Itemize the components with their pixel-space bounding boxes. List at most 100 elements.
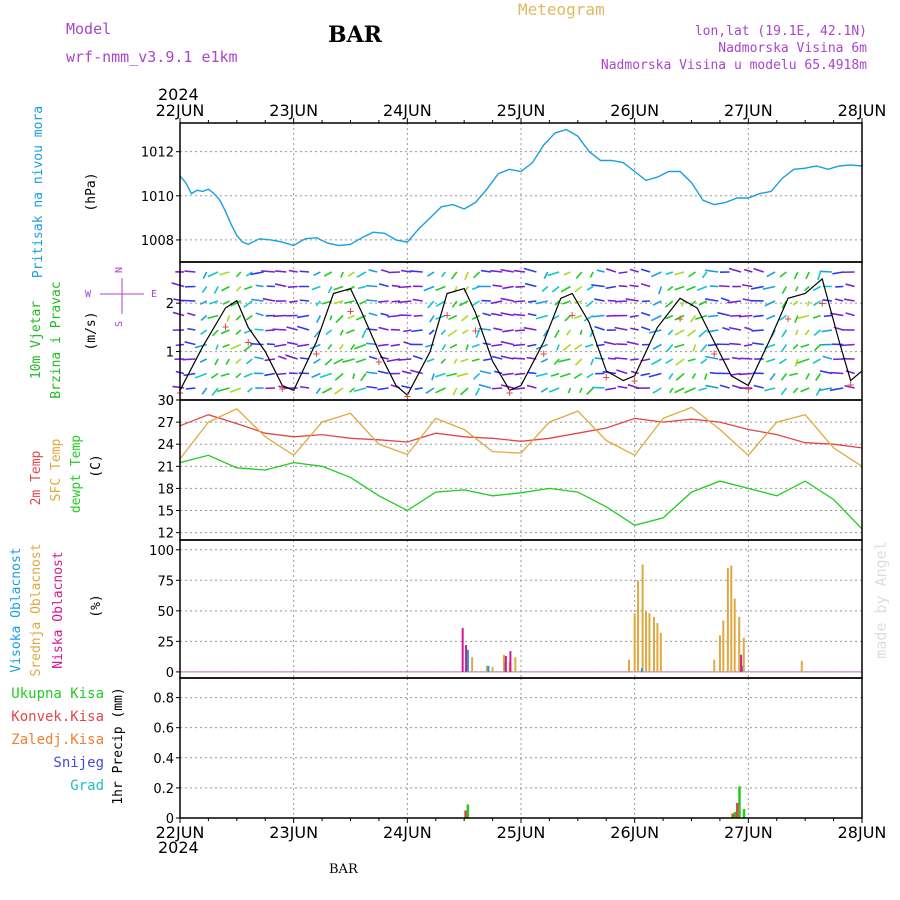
precip-bar-convective [735, 802, 739, 818]
wind-arrow [319, 372, 333, 379]
cloud-bar-mid [656, 623, 659, 672]
wind-arrow [618, 284, 628, 288]
wind-gust-marker: + [375, 354, 382, 368]
wind-arrow [347, 314, 355, 320]
precip-legend-entry: Konvek.Kisa [11, 709, 104, 725]
wind-arrow [556, 344, 560, 351]
compass-w: W [85, 289, 92, 300]
wind-arrow [524, 282, 537, 288]
wind-arrow [805, 373, 810, 380]
wind-arrow [552, 314, 560, 320]
wind-arrow [794, 358, 799, 367]
wind-arrow [427, 271, 435, 277]
wind-arrow [528, 371, 537, 375]
wind-arrow [220, 372, 230, 377]
wind-arrow [491, 355, 503, 360]
wind-arrow [594, 325, 605, 331]
cloud-bar-mid [733, 598, 736, 672]
wind-arrow [334, 372, 344, 381]
wind-arrow [338, 344, 344, 350]
wind-arrow [243, 300, 253, 308]
wind-arrow [391, 300, 401, 303]
wind-arrow [361, 329, 367, 339]
date-tick-bottom: 23JUN [269, 823, 318, 842]
elevation-label: Nadmorska Visina 6m [718, 41, 867, 56]
wind-arrow [440, 358, 447, 365]
wind-arrow [813, 300, 821, 307]
wind-arrow [264, 372, 276, 377]
wind-arrow [616, 369, 628, 375]
cloud-bar-mid [726, 568, 729, 672]
wind-gust-marker: + [443, 308, 450, 322]
wind-arrow [401, 370, 412, 375]
wind-arrow [738, 372, 753, 376]
wind-arrow [286, 326, 298, 331]
cloud-bar-mid [633, 613, 636, 672]
wind-arrow [817, 271, 822, 281]
wind-arrow [299, 299, 310, 302]
wind-arrow [483, 358, 492, 362]
wind-gust-marker: + [222, 319, 229, 333]
date-tick-bottom: 22JUN [156, 823, 205, 842]
wind-arrow [753, 384, 764, 389]
wind-arrow [199, 358, 208, 363]
wind-arrow [285, 354, 298, 360]
wind-arrow [502, 372, 514, 376]
credit-watermark: made by Angel [872, 541, 890, 658]
date-tick-bottom: 24JUN [383, 823, 432, 842]
wind-arrow [199, 300, 208, 306]
wind-arrow [709, 371, 719, 375]
wind-arrow [674, 343, 685, 349]
wind-arrow [335, 314, 344, 324]
wind-arrow [502, 285, 514, 290]
wind-arrow [542, 329, 549, 337]
wind-arrow [844, 298, 855, 302]
wind-arrow [765, 358, 776, 363]
wind-arrow [327, 343, 333, 350]
y-tick-label: 0.2 [153, 782, 174, 797]
wind-arrow [245, 271, 253, 277]
wind-arrow [614, 326, 628, 331]
y-tick-label: 1012 [141, 146, 174, 161]
wind-arrow [652, 387, 662, 394]
wind-gust-marker: + [819, 296, 826, 310]
wind-arrow [380, 269, 389, 273]
wind-arrow [762, 285, 776, 290]
wind-arrow [652, 343, 662, 350]
wind-arrow [574, 300, 583, 304]
wind-arrow [471, 314, 480, 321]
wind-arrow [743, 268, 753, 273]
wind-arrow [460, 387, 469, 396]
cloud-bar-mid [627, 659, 630, 672]
wind-arrow [753, 314, 764, 318]
year-top: 2024 [158, 85, 199, 104]
wind-arrow [414, 387, 423, 391]
wind-arrow [559, 372, 571, 378]
wind-arrow [667, 329, 674, 336]
wind-arrow [630, 370, 639, 375]
wind-arrow [705, 298, 719, 302]
wind-arrow [299, 385, 310, 389]
wind-arrow [512, 357, 526, 360]
cloud-bar-mid [514, 657, 517, 672]
wind-arrow [500, 340, 514, 346]
station-title: BAR [328, 22, 382, 48]
wind-arrow [586, 372, 594, 379]
wind-arrow [366, 385, 378, 389]
wind-arrow [696, 285, 708, 292]
wind-arrow [728, 267, 742, 273]
wind-arrow [390, 343, 401, 347]
wind-arrow [728, 326, 742, 331]
wind-arrow [729, 314, 742, 317]
wind-arrow [575, 271, 583, 280]
wind-arrow [339, 329, 344, 336]
wind-arrow [403, 341, 412, 346]
wind-arrow [526, 384, 537, 389]
wind-arrow [669, 387, 674, 394]
y-tick-label: 12 [157, 527, 174, 542]
wind-arrow [829, 387, 844, 392]
y-tick-label: 1010 [141, 190, 174, 205]
wind-arrow [543, 271, 549, 279]
wind-arrow [243, 372, 253, 378]
wind-arrow [296, 325, 310, 331]
